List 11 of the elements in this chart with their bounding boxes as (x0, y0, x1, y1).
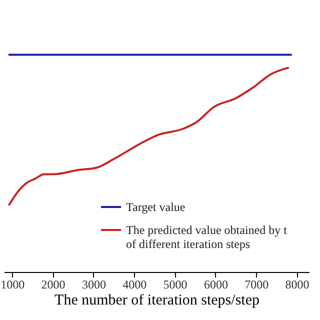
x-tick-label: 8000 (285, 278, 310, 292)
x-tick-label: 7000 (244, 278, 269, 292)
x-tick-label: 1000 (0, 278, 25, 292)
legend-label: The predicted value obtained by t of different iteration steps (126, 223, 288, 251)
x-tick-label: 3000 (82, 278, 106, 292)
x-tick-label: 5000 (163, 278, 188, 292)
legend-label: Target value (126, 200, 186, 214)
x-axis-title: The number of iteration steps/step (54, 292, 260, 308)
x-tick-label: 6000 (204, 278, 228, 292)
x-tick-label: 4000 (122, 278, 147, 292)
x-tick-label: 2000 (41, 278, 66, 292)
